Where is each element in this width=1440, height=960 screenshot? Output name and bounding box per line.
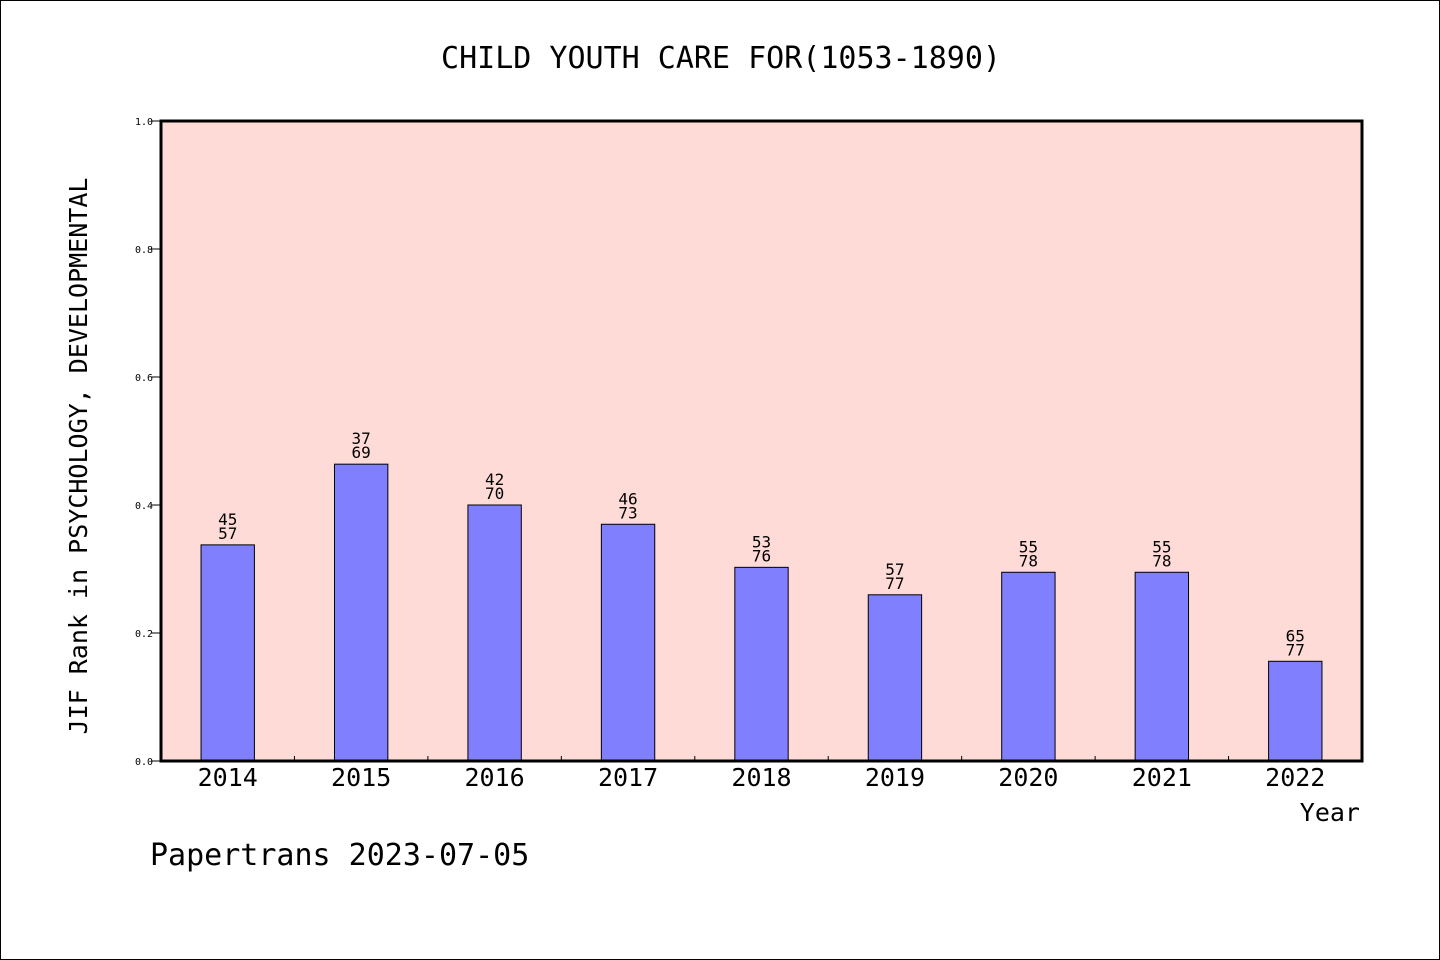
bar-rank-label-2022: 65 — [1286, 626, 1305, 645]
bar-rank-label-2017: 46 — [618, 489, 637, 508]
bar-2018 — [734, 566, 789, 762]
bar-2014 — [200, 544, 255, 762]
x-axis-label: Year — [1300, 798, 1360, 827]
y-tick-label-0.8: 0.8 — [135, 245, 153, 256]
x-tick-label-2016: 2016 — [465, 763, 525, 792]
x-tick-label-2022: 2022 — [1265, 763, 1325, 792]
y-tick-label-0.2: 0.2 — [135, 629, 153, 640]
bar-rank-label-2015: 37 — [352, 429, 371, 448]
bar-total-label-2015: 69 — [352, 443, 371, 462]
bar-rank-label-2021: 55 — [1152, 537, 1171, 556]
x-tick-label-2018: 2018 — [731, 763, 791, 792]
bar-total-label-2022: 77 — [1286, 640, 1305, 659]
bar-2019 — [867, 594, 923, 762]
bar-total-label-2017: 73 — [618, 503, 637, 522]
x-tick-label-2020: 2020 — [998, 763, 1058, 792]
chart-title: CHILD YOUTH CARE FOR(1053-1890) — [441, 41, 1001, 76]
bar-2020 — [1001, 571, 1056, 762]
footer-credit: Papertrans 2023-07-05 — [150, 838, 529, 873]
x-axis-ticks: 2014 2015 2016 2017 2018 2019 2020 2021 2022 — [198, 756, 1325, 792]
bar-total-label-2018: 76 — [752, 546, 771, 565]
bar-2015 — [333, 463, 389, 762]
y-tick-label-0.6: 0.6 — [135, 373, 153, 384]
x-tick-label-2017: 2017 — [598, 763, 658, 792]
bar-rank-label-2020: 55 — [1019, 537, 1038, 556]
x-tick-label-2019: 2019 — [865, 763, 925, 792]
bar-total-label-2021: 78 — [1152, 551, 1171, 570]
bar-total-label-2014: 57 — [218, 524, 237, 543]
bar-2021 — [1134, 571, 1190, 762]
bar-total-label-2016: 70 — [485, 484, 504, 503]
y-tick-label-1.0: 1.0 — [135, 117, 153, 128]
y-axis-ticks: 0.0 0.2 0.4 0.6 0.8 1.0 — [135, 117, 161, 768]
x-tick-label-2014: 2014 — [198, 763, 258, 792]
y-axis-label: JIF Rank in PSYCHOLOGY, DEVELOPMENTAL — [64, 178, 93, 735]
bar-rank-label-2019: 57 — [885, 560, 904, 579]
bar-rank-label-2018: 53 — [752, 532, 771, 551]
bar-2017 — [600, 523, 656, 762]
bar-total-label-2020: 78 — [1019, 551, 1038, 570]
x-tick-label-2015: 2015 — [331, 763, 391, 792]
x-tick-label-2021: 2021 — [1132, 763, 1192, 792]
bar-rank-label-2014: 45 — [218, 510, 237, 529]
plot-frame — [159, 119, 1364, 763]
bar-2016 — [467, 504, 522, 762]
y-tick-label-0.0: 0.0 — [135, 757, 153, 768]
bars-group — [200, 463, 1323, 762]
bar-2022 — [1268, 660, 1323, 762]
bar-rank-label-2016: 42 — [485, 470, 504, 489]
bar-total-label-2019: 77 — [885, 574, 904, 593]
y-tick-label-0.4: 0.4 — [135, 501, 153, 512]
